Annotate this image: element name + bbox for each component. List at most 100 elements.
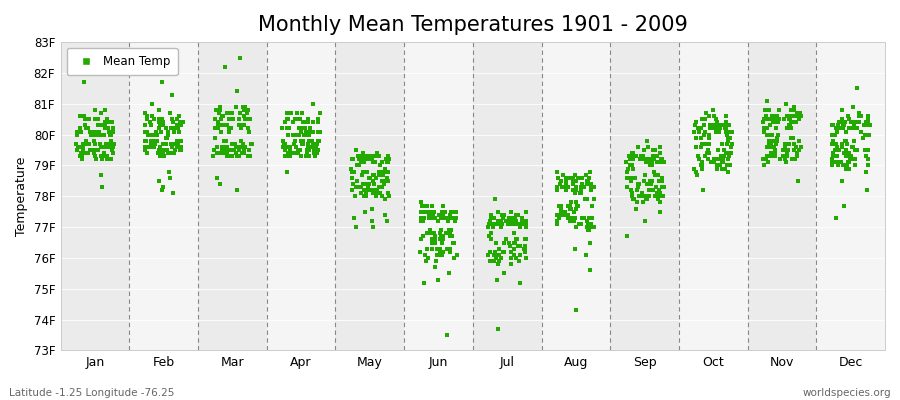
Point (492, 258, 507, 264)
Point (306, 119, 320, 126)
Point (138, 122, 152, 128)
Point (782, 116, 796, 122)
Point (843, 125, 858, 132)
Point (105, 147, 120, 153)
Point (648, 172, 662, 178)
Point (445, 233, 459, 240)
Bar (679, 42, 748, 350)
Point (87, 153, 102, 159)
Point (148, 128, 163, 135)
Point (92, 128, 106, 135)
Point (497, 212, 511, 218)
Point (161, 168, 176, 175)
Point (561, 212, 575, 218)
Point (764, 141, 778, 147)
Point (717, 147, 732, 153)
Point (860, 168, 874, 175)
Point (305, 141, 320, 147)
Point (222, 128, 237, 135)
Point (550, 168, 564, 175)
Point (84, 132, 98, 138)
Point (210, 125, 224, 132)
Point (448, 215, 463, 221)
Point (76, 147, 90, 153)
Point (307, 147, 321, 153)
Point (81, 150, 95, 156)
Bar (472, 42, 542, 350)
Point (859, 132, 873, 138)
Point (277, 141, 292, 147)
Point (225, 141, 239, 147)
Point (792, 138, 806, 144)
Point (296, 141, 310, 147)
Point (488, 248, 502, 255)
Point (825, 138, 840, 144)
Point (830, 153, 844, 159)
Point (280, 168, 294, 175)
Point (361, 184, 375, 190)
Point (366, 187, 381, 193)
Point (509, 221, 524, 227)
Point (107, 141, 122, 147)
Point (82, 141, 96, 147)
Point (89, 147, 104, 153)
Point (760, 125, 774, 132)
Point (499, 236, 513, 243)
Point (561, 212, 575, 218)
Point (301, 144, 315, 150)
Point (87, 107, 102, 113)
Point (860, 187, 874, 193)
Point (355, 156, 369, 162)
Point (493, 224, 508, 230)
Point (559, 174, 573, 181)
Point (288, 144, 302, 150)
Point (422, 208, 436, 215)
Point (719, 125, 733, 132)
Point (281, 150, 295, 156)
Point (222, 116, 237, 122)
Point (86, 138, 101, 144)
Point (634, 153, 649, 159)
Point (569, 307, 583, 314)
Point (82, 116, 96, 122)
Point (166, 150, 181, 156)
Point (159, 141, 174, 147)
Point (173, 119, 187, 126)
Point (640, 196, 654, 202)
Point (238, 116, 252, 122)
Point (626, 153, 640, 159)
Point (222, 125, 237, 132)
Point (761, 107, 776, 113)
Point (80, 141, 94, 147)
Point (443, 246, 457, 252)
Point (831, 122, 845, 128)
Point (370, 187, 384, 193)
Point (580, 221, 595, 227)
Point (720, 132, 734, 138)
Point (564, 215, 579, 221)
Point (640, 181, 654, 187)
Point (164, 125, 178, 132)
Point (483, 212, 498, 218)
Point (222, 125, 237, 132)
Point (861, 162, 876, 169)
Point (303, 125, 318, 132)
Point (788, 156, 803, 162)
Point (348, 193, 363, 200)
Point (688, 122, 703, 128)
Point (89, 156, 104, 162)
Point (172, 147, 186, 153)
Point (569, 187, 583, 193)
Point (505, 221, 519, 227)
Point (230, 153, 245, 159)
Point (759, 156, 773, 162)
Point (373, 184, 387, 190)
Point (562, 218, 577, 224)
Point (155, 119, 169, 126)
Point (358, 190, 373, 196)
Point (842, 125, 857, 132)
Point (518, 242, 532, 249)
Point (583, 181, 598, 187)
Point (419, 202, 434, 209)
Point (583, 168, 598, 175)
